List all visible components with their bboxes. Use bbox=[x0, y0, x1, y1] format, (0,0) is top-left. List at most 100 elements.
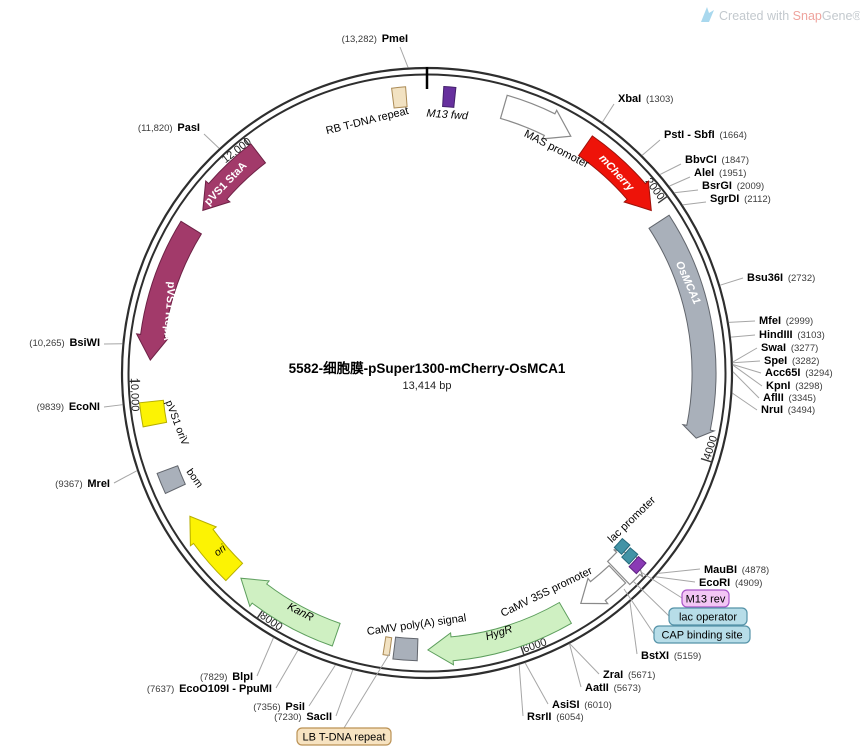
feature-m13_fwd[interactable] bbox=[442, 85, 457, 108]
feature-lac_operator[interactable] bbox=[621, 547, 639, 565]
enzyme-label-pmei[interactable]: (13,282) PmeI bbox=[342, 33, 408, 45]
feature-m13_rev[interactable] bbox=[628, 555, 647, 575]
enzyme-leader-line bbox=[732, 347, 758, 363]
callout-leader-line bbox=[623, 588, 655, 635]
callout-box-cap_binding_site[interactable] bbox=[653, 625, 751, 644]
callout-leader-line bbox=[632, 580, 670, 617]
callout-leader-line bbox=[640, 571, 683, 599]
enzyme-label-maubi[interactable]: MauBI (4878) bbox=[704, 564, 769, 576]
enzyme-label-kpni[interactable]: KpnI (3298) bbox=[766, 380, 823, 392]
enzyme-leader-line bbox=[732, 371, 760, 399]
feature-kanr[interactable] bbox=[240, 577, 341, 647]
watermark-prefix: Created with bbox=[719, 9, 793, 23]
enzyme-leader-line bbox=[658, 568, 701, 574]
enzyme-leader-line bbox=[732, 360, 761, 364]
feature-hygr[interactable] bbox=[426, 601, 573, 666]
enzyme-label-psii[interactable]: (7356) PsiI bbox=[253, 701, 305, 713]
enzyme-label-hindiii[interactable]: HindIII (3103) bbox=[759, 329, 825, 341]
enzyme-leader-line bbox=[399, 46, 409, 68]
enzyme-leader-line bbox=[518, 664, 524, 717]
feature-camv_polya_signal[interactable] bbox=[392, 636, 419, 662]
enzyme-label-bsrgi[interactable]: BsrGI (2009) bbox=[702, 180, 764, 192]
enzyme-label-mrei[interactable]: (9367) MreI bbox=[55, 478, 110, 490]
enzyme-leader-line bbox=[730, 334, 756, 338]
enzyme-label-pasi[interactable]: (11,820) PasI bbox=[138, 122, 200, 134]
enzyme-leader-line bbox=[682, 201, 707, 206]
enzyme-label-acc65i[interactable]: Acc65I (3294) bbox=[765, 367, 833, 379]
enzyme-label-bbvci[interactable]: BbvCI (1847) bbox=[685, 154, 749, 166]
enzyme-label-mfei[interactable]: MfeI (2999) bbox=[759, 315, 813, 327]
feature-osmca1[interactable] bbox=[648, 214, 717, 439]
feature-mas_promoter[interactable] bbox=[499, 94, 572, 140]
callout-box-lb_tdna[interactable] bbox=[296, 727, 392, 746]
callout-leader-line bbox=[343, 652, 391, 729]
enzyme-leader-line bbox=[674, 189, 699, 194]
enzyme-label-blpi[interactable]: (7829) BlpI bbox=[200, 671, 253, 683]
enzyme-leader-line bbox=[103, 404, 123, 408]
feature-cap_binding_site[interactable] bbox=[613, 537, 631, 556]
tick-mark bbox=[700, 457, 713, 463]
enzyme-label-psti-sbfi[interactable]: PstI - SbfI (1664) bbox=[664, 129, 747, 141]
callout-label-lb_tdna[interactable]: LB T-DNA repeat bbox=[303, 732, 386, 744]
enzyme-leader-line bbox=[641, 139, 661, 156]
callout-box-m13_rev[interactable] bbox=[681, 589, 730, 608]
enzyme-leader-line bbox=[203, 133, 220, 149]
feature-label-camv_polya_signal: CaMV poly(A) signal bbox=[366, 612, 467, 638]
feature-camv_35s_promoter[interactable] bbox=[580, 564, 627, 605]
feature-label-rb_tdna: RB T-DNA repeat bbox=[325, 105, 410, 137]
enzyme-leader-line bbox=[308, 664, 336, 707]
callout-label-lac_operator[interactable]: lac operator bbox=[679, 612, 737, 624]
enzyme-leader-line bbox=[732, 363, 762, 374]
feature-lb_tdna[interactable] bbox=[382, 636, 393, 657]
enzyme-label-sgrdi[interactable]: SgrDI (2112) bbox=[710, 193, 771, 205]
feature-label-bom: bom bbox=[184, 466, 206, 490]
tick-label: 10,000 bbox=[128, 378, 141, 412]
enzyme-label-bsu36i[interactable]: Bsu36I (2732) bbox=[747, 272, 815, 284]
callout-label-cap_binding_site[interactable]: CAP binding site bbox=[661, 630, 742, 642]
enzyme-label-xbai[interactable]: XbaI (1303) bbox=[618, 93, 673, 105]
enzyme-label-sacii[interactable]: (7230) SacII bbox=[274, 711, 332, 723]
enzyme-leader-line bbox=[629, 601, 638, 655]
feature-pvs1_staa[interactable] bbox=[202, 143, 267, 212]
enzyme-leader-line bbox=[732, 364, 763, 387]
callout-box-lac_operator[interactable] bbox=[668, 607, 748, 626]
enzyme-label-swai[interactable]: SwaI (3277) bbox=[761, 342, 818, 354]
enzyme-label-ecoo109i-ppumi[interactable]: (7637) EcoO109I - PpuMI bbox=[147, 683, 272, 695]
enzyme-label-bstxi[interactable]: BstXI (5159) bbox=[641, 650, 701, 662]
enzyme-leader-line bbox=[728, 320, 756, 323]
enzyme-leader-line bbox=[524, 662, 549, 705]
enzyme-label-ecori[interactable]: EcoRI (4909) bbox=[699, 577, 762, 589]
enzyme-leader-line bbox=[669, 176, 691, 187]
watermark-brand-gray: Gene® bbox=[822, 9, 860, 23]
enzyme-leader-line bbox=[275, 650, 299, 689]
feature-label-m13_fwd: M13 fwd bbox=[426, 108, 469, 123]
feature-mcherry[interactable] bbox=[577, 135, 652, 212]
feature-label-pvs1_oriv: pVS1 oriV bbox=[163, 399, 191, 447]
feature-ori[interactable] bbox=[189, 515, 244, 582]
feature-pvs1_oriv[interactable] bbox=[138, 399, 168, 428]
enzyme-label-nrui[interactable]: NruI (3494) bbox=[761, 404, 815, 416]
enzyme-leader-line bbox=[601, 103, 615, 123]
enzyme-label-aflii[interactable]: AflII (3345) bbox=[763, 392, 816, 404]
feature-rb_tdna[interactable] bbox=[391, 86, 408, 109]
enzyme-label-alei[interactable]: AleI (1951) bbox=[694, 167, 746, 179]
enzyme-leader-line bbox=[568, 643, 582, 688]
tick-mark bbox=[657, 195, 669, 204]
enzyme-label-spei[interactable]: SpeI (3282) bbox=[764, 355, 819, 367]
enzyme-label-asisi[interactable]: AsiSI (6010) bbox=[552, 699, 612, 711]
enzyme-label-bsiwi[interactable]: (10,265) BsiWI bbox=[29, 337, 100, 349]
feature-pvs1_repa[interactable] bbox=[135, 220, 203, 362]
enzyme-leader-line bbox=[655, 576, 696, 583]
snapgene-logo-icon bbox=[701, 7, 714, 22]
callout-label-m13_rev[interactable]: M13 rev bbox=[686, 594, 726, 606]
feature-label-lac_promoter: lac promoter bbox=[606, 494, 659, 545]
enzyme-label-rsrii[interactable]: RsrII (6054) bbox=[527, 711, 584, 723]
enzyme-label-zrai[interactable]: ZraI (5671) bbox=[603, 669, 655, 681]
enzyme-label-aatii[interactable]: AatII (5673) bbox=[585, 682, 641, 694]
feature-label-pvs1_repa: pVS1 RepA bbox=[161, 281, 177, 341]
enzyme-leader-line bbox=[719, 277, 744, 286]
enzyme-label-econi[interactable]: (9839) EcoNI bbox=[37, 401, 100, 413]
tick-label: 4000 bbox=[701, 434, 720, 461]
feature-bom[interactable] bbox=[156, 465, 186, 495]
